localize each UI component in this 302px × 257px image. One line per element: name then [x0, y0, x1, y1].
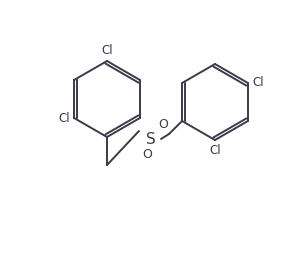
Text: Cl: Cl — [252, 77, 264, 89]
Text: Cl: Cl — [101, 44, 113, 57]
Text: Cl: Cl — [59, 112, 70, 124]
Text: Cl: Cl — [209, 144, 221, 157]
Text: O: O — [142, 149, 152, 161]
Text: O: O — [158, 118, 168, 132]
Text: S: S — [146, 132, 156, 146]
